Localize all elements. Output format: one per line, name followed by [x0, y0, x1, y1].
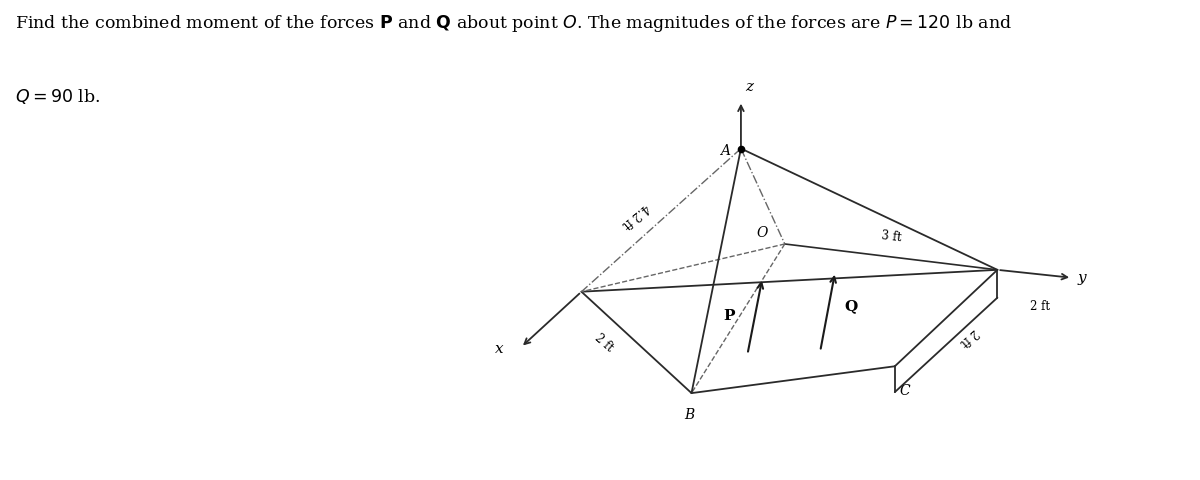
- Text: $Q = 90$ lb.: $Q = 90$ lb.: [14, 87, 100, 106]
- Text: 4.2 ft: 4.2 ft: [619, 201, 652, 231]
- Text: Find the combined moment of the forces $\mathbf{P}$ and $\mathbf{Q}$ about point: Find the combined moment of the forces $…: [14, 13, 1012, 34]
- Text: B: B: [684, 408, 695, 422]
- Text: 2 ft: 2 ft: [958, 326, 980, 349]
- Text: 2 ft: 2 ft: [1030, 300, 1050, 312]
- Text: A: A: [720, 144, 730, 157]
- Text: z: z: [745, 80, 752, 94]
- Text: P: P: [722, 309, 734, 323]
- Text: x: x: [496, 342, 504, 356]
- Text: 2 ft: 2 ft: [593, 331, 616, 354]
- Text: 3 ft: 3 ft: [881, 229, 902, 244]
- Text: C: C: [900, 384, 910, 398]
- Text: y: y: [1078, 271, 1086, 285]
- Text: Q: Q: [845, 300, 858, 313]
- Text: O: O: [757, 226, 768, 240]
